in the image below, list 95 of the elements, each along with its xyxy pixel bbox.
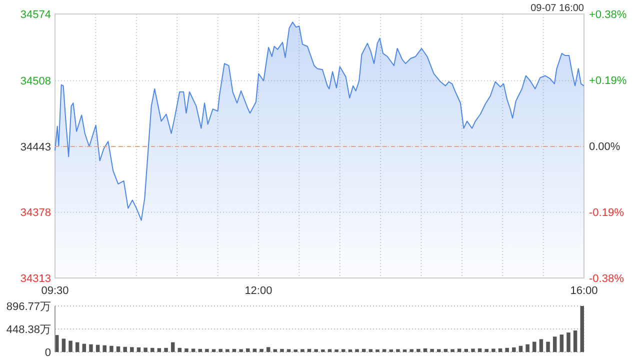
bar: [314, 349, 318, 352]
bar: [82, 344, 86, 352]
bar: [212, 349, 216, 352]
bar: [382, 349, 386, 352]
bar: [566, 332, 570, 352]
bar: [389, 349, 393, 352]
bar: [410, 349, 414, 352]
bar: [492, 348, 496, 352]
bar: [368, 349, 373, 352]
y2-tick-label: -0.38%: [589, 272, 624, 285]
bar: [239, 349, 243, 352]
bar: [273, 349, 278, 352]
bar: [376, 349, 380, 352]
y2-tick-label: -0.19%: [589, 206, 624, 219]
bar: [430, 348, 434, 352]
bar: [164, 348, 168, 352]
bar: [280, 348, 284, 352]
bar: [484, 348, 488, 352]
y-tick-label: 34574: [20, 8, 51, 21]
bar: [96, 344, 100, 352]
bar: [518, 346, 523, 352]
y-tick-label: 0: [44, 346, 51, 359]
bar: [560, 334, 564, 352]
y2-tick-label: +0.19%: [589, 74, 627, 87]
bar: [286, 349, 291, 352]
bar: [260, 348, 264, 352]
y-tick-label: 34508: [20, 76, 51, 88]
bar: [110, 346, 114, 352]
bar: [532, 342, 536, 352]
bar: [300, 349, 304, 352]
bar: [294, 349, 298, 352]
bar: [396, 349, 400, 352]
bar: [307, 348, 312, 352]
text: 09-07 16:00: [530, 3, 584, 14]
y2-tick-label: +0.38%: [589, 8, 627, 21]
bar: [116, 346, 120, 352]
bar: [62, 338, 66, 352]
bar: [252, 348, 257, 352]
bar: [226, 349, 230, 352]
bar: [402, 349, 407, 352]
bar: [321, 349, 325, 352]
bar: [546, 342, 550, 352]
bar: [328, 349, 332, 352]
bar: [416, 348, 420, 352]
bar: [150, 348, 154, 352]
bar: [539, 339, 544, 352]
x-tick-label: 16:00: [570, 285, 598, 297]
bar: [457, 348, 462, 352]
bar: [89, 344, 93, 352]
bar: [170, 342, 175, 352]
bar: [198, 348, 202, 352]
bar: [444, 348, 448, 352]
bar: [123, 346, 127, 352]
y-tick-label: 448.38万: [6, 324, 51, 336]
x-tick-label: 12:00: [244, 285, 272, 297]
bar: [157, 348, 162, 352]
y2-tick-label: 0.00%: [589, 140, 620, 153]
bar: [266, 347, 270, 352]
bar: [130, 347, 134, 352]
x-tick-label: 09:30: [41, 285, 69, 297]
y-tick-label: 34378: [20, 207, 51, 220]
bar: [178, 348, 182, 352]
bar: [191, 348, 196, 352]
bar: [218, 348, 222, 352]
bar: [464, 348, 468, 352]
bar: [75, 342, 80, 352]
bar: [512, 347, 516, 352]
bar: [505, 348, 509, 352]
bar: [471, 348, 475, 352]
bar: [552, 336, 557, 352]
bar: [498, 348, 502, 352]
bar: [580, 306, 584, 352]
bar: [102, 345, 106, 352]
bar: [573, 330, 578, 352]
bar: [437, 349, 441, 352]
bar: [68, 340, 72, 352]
y-tick-label: 34443: [20, 141, 51, 154]
bar: [355, 349, 359, 352]
bar: [136, 347, 141, 352]
bar: [205, 348, 209, 352]
bar: [526, 344, 530, 352]
bar: [423, 348, 428, 352]
bar: [55, 335, 59, 352]
bar: [184, 348, 188, 352]
bar: [362, 348, 366, 352]
bar: [450, 349, 454, 352]
bar: [232, 348, 236, 352]
bar: [334, 349, 338, 352]
y-tick-label: 34313: [20, 272, 51, 285]
y-tick-label: 896.77万: [6, 300, 51, 313]
bar: [478, 348, 482, 352]
bar: [246, 348, 250, 352]
bar: [342, 349, 346, 352]
bar: [348, 349, 352, 352]
bar: [144, 348, 148, 352]
